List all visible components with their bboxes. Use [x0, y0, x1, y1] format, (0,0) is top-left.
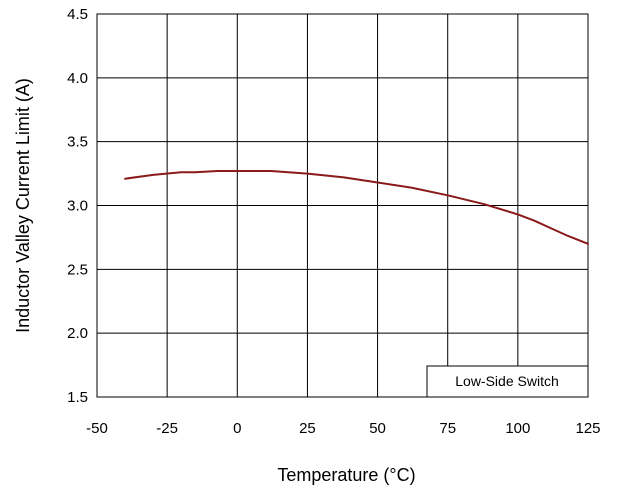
y-tick-label: 4.0: [67, 70, 88, 87]
y-tick-label: 2.5: [67, 261, 88, 278]
x-tick-label: 100: [505, 420, 530, 437]
x-axis-label: Temperature (°C): [277, 465, 415, 485]
y-tick-label: 4.5: [67, 6, 88, 23]
x-tick-label: 25: [299, 420, 316, 437]
x-tick-label: 75: [439, 420, 456, 437]
series-line: [124, 170, 589, 245]
y-tick-label: 2.0: [67, 325, 88, 342]
annotation-label: Low-Side Switch: [455, 373, 559, 389]
x-tick-label: 0: [233, 420, 241, 437]
x-tick-label: -25: [156, 420, 178, 437]
grid: [96, 13, 589, 398]
annotation-box: [426, 365, 589, 398]
y-tick-label: 3.0: [67, 198, 88, 215]
y-tick-labels: 1.5 2.0 2.5 3.0 3.5 4.0 4.5: [67, 6, 88, 406]
x-tick-label: 50: [369, 420, 386, 437]
y-tick-label: 3.5: [67, 134, 88, 151]
y-tick-label: 1.5: [67, 389, 88, 406]
y-axis-label: Inductor Valley Current Limit (A): [13, 78, 33, 333]
x-tick-label: 125: [575, 420, 600, 437]
x-tick-label: -50: [86, 420, 108, 437]
plot-frame: [96, 13, 589, 398]
x-tick-labels: -50 -25 0 25 50 75 100 125: [86, 420, 600, 437]
series-layer: [124, 170, 589, 245]
